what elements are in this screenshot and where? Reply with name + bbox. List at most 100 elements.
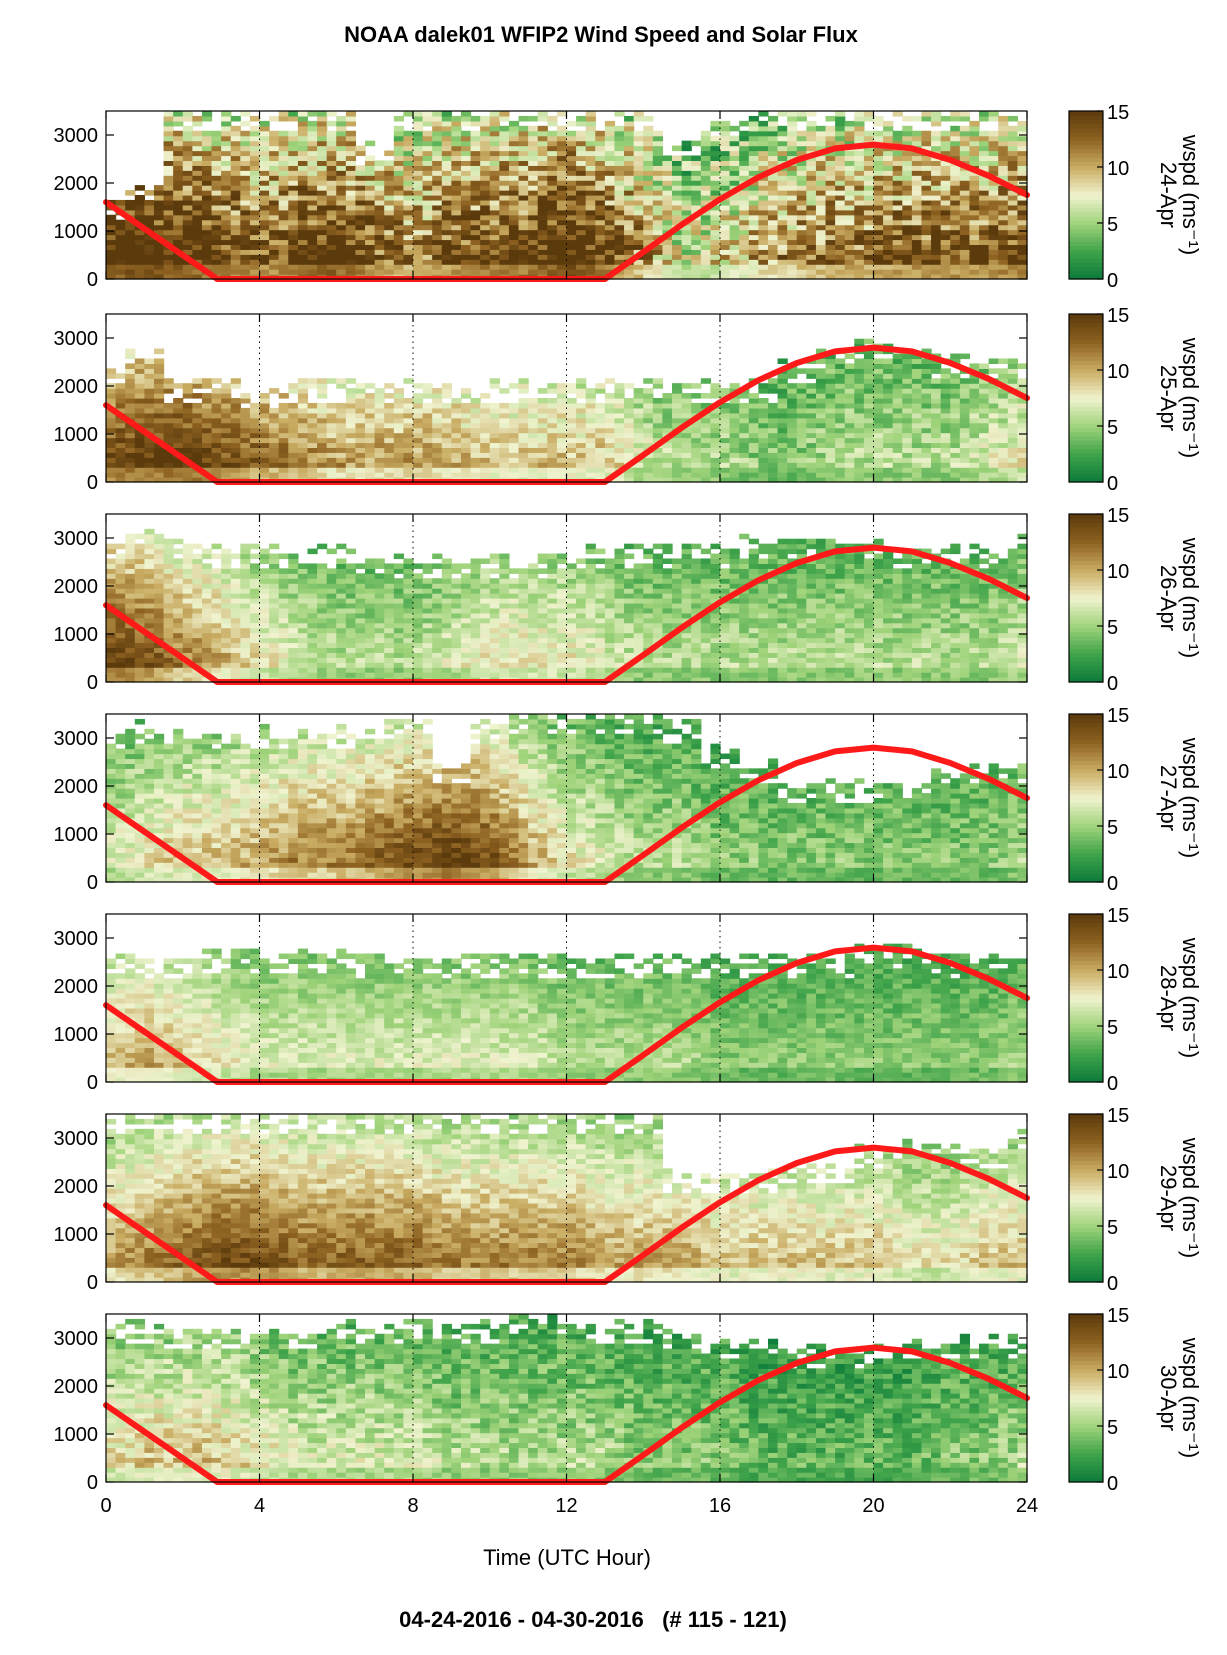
heatmap-cell xyxy=(259,209,270,216)
heatmap-cell xyxy=(614,462,625,468)
heatmap-cell xyxy=(691,427,702,434)
heatmap-cell xyxy=(422,407,433,414)
heatmap-cell xyxy=(422,383,433,389)
heatmap-cell xyxy=(767,195,779,201)
heatmap-cell xyxy=(863,432,875,439)
heatmap-cell xyxy=(221,239,232,246)
heatmap-cell xyxy=(345,432,357,439)
heatmap-cell xyxy=(911,477,923,483)
heatmap-cell xyxy=(537,135,548,142)
heatmap-cell xyxy=(269,185,280,191)
heatmap-cell xyxy=(115,447,126,453)
heatmap-cell xyxy=(192,140,203,147)
heatmap-cell xyxy=(249,467,261,473)
heatmap-cell xyxy=(902,462,913,468)
heatmap-cell xyxy=(863,199,875,206)
heatmap-cell xyxy=(931,442,942,449)
heatmap-cell xyxy=(182,249,193,255)
heatmap-cell xyxy=(979,412,990,419)
heatmap-cell xyxy=(844,368,855,374)
heatmap-cell xyxy=(576,185,587,191)
heatmap-cell xyxy=(384,214,395,221)
heatmap-cell xyxy=(652,135,664,142)
heatmap-cell xyxy=(345,412,357,419)
heatmap-cell xyxy=(902,269,913,275)
heatmap-cell xyxy=(921,254,932,260)
heatmap-cell xyxy=(854,452,865,458)
heatmap-cell xyxy=(326,467,337,473)
heatmap-cell xyxy=(384,393,395,399)
heatmap-cell xyxy=(700,219,711,226)
heatmap-cell xyxy=(460,145,472,152)
heatmap-cell xyxy=(720,472,731,478)
heatmap-cell xyxy=(230,442,241,449)
heatmap-cell xyxy=(748,249,759,255)
heatmap-cell xyxy=(374,244,385,250)
heatmap-cell xyxy=(297,135,309,142)
heatmap-cell xyxy=(624,269,635,275)
heatmap-cell xyxy=(787,274,798,280)
heatmap-cell xyxy=(518,115,529,122)
heatmap-cell xyxy=(892,383,903,389)
heatmap-cell xyxy=(153,447,165,453)
heatmap-cell xyxy=(710,229,721,236)
heatmap-cell xyxy=(422,417,433,424)
heatmap-cell xyxy=(633,447,644,453)
heatmap-cell xyxy=(201,219,213,226)
heatmap-cell xyxy=(211,185,222,191)
heatmap-cell xyxy=(374,224,385,231)
heatmap-cell xyxy=(211,269,222,275)
heatmap-cell xyxy=(681,199,692,206)
heatmap-cell xyxy=(508,125,520,132)
heatmap-cell xyxy=(892,170,903,176)
heatmap-cell xyxy=(691,249,702,255)
heatmap-cell xyxy=(681,165,692,171)
heatmap-cell xyxy=(863,115,875,122)
heatmap-cell xyxy=(652,402,664,409)
heatmap-cell xyxy=(201,437,213,444)
heatmap-cell xyxy=(624,239,635,246)
heatmap-cell xyxy=(758,111,769,117)
heatmap-cell xyxy=(508,467,520,473)
heatmap-cell xyxy=(767,135,779,142)
heatmap-cell xyxy=(441,229,452,236)
heatmap-cell xyxy=(844,393,855,399)
heatmap-cell xyxy=(480,229,491,236)
heatmap-cell xyxy=(902,239,913,246)
heatmap-cell xyxy=(729,452,740,458)
heatmap-cell xyxy=(480,219,491,226)
heatmap-cell xyxy=(643,427,654,434)
heatmap-cell xyxy=(825,165,836,171)
heatmap-cell xyxy=(585,209,596,216)
heatmap-cell xyxy=(278,472,289,478)
heatmap-cell xyxy=(873,368,884,374)
heatmap-cell xyxy=(144,269,155,275)
heatmap-cell xyxy=(739,472,750,478)
heatmap-cell xyxy=(576,180,587,186)
heatmap-cell xyxy=(624,204,635,211)
heatmap-cell xyxy=(940,407,951,414)
heatmap-cell xyxy=(950,115,961,122)
heatmap-cell xyxy=(528,125,539,132)
heatmap-cell xyxy=(518,219,529,226)
heatmap-cell xyxy=(192,427,203,434)
heatmap-cell xyxy=(566,140,577,147)
heatmap-cell xyxy=(307,412,318,419)
heatmap-cell xyxy=(345,195,357,201)
heatmap-cell xyxy=(307,214,318,221)
heatmap-cell xyxy=(959,115,971,122)
heatmap-cell xyxy=(480,125,491,132)
heatmap-cell xyxy=(134,199,145,206)
heatmap-cell xyxy=(297,388,309,394)
heatmap-cell xyxy=(911,373,923,379)
heatmap-cell xyxy=(403,234,414,241)
heatmap-cell xyxy=(326,135,337,142)
heatmap-cell xyxy=(758,407,769,414)
heatmap-cell xyxy=(211,239,222,246)
heatmap-cell xyxy=(988,442,999,449)
heatmap-cell xyxy=(451,214,462,221)
heatmap-cell xyxy=(230,145,241,152)
heatmap-cell xyxy=(278,249,289,255)
heatmap-cell xyxy=(249,199,261,206)
heatmap-cell xyxy=(230,239,241,246)
